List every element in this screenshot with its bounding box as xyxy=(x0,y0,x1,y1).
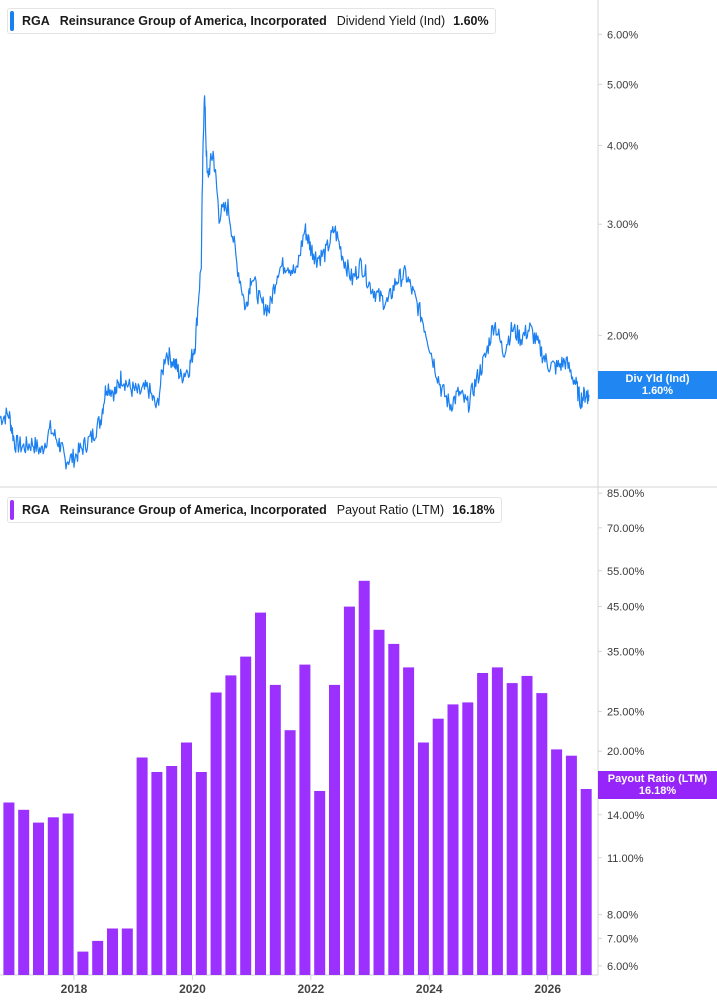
x-tick-label: 2020 xyxy=(179,982,206,996)
payout-bar xyxy=(343,606,355,975)
legend-swatch-payout xyxy=(10,500,14,520)
payout-bar xyxy=(580,789,592,975)
payout-bar xyxy=(269,684,281,975)
y-tick-label: 45.00% xyxy=(607,602,645,614)
payout-bar xyxy=(551,749,563,975)
payout-bar xyxy=(166,766,178,975)
payout-tag-label: Payout Ratio (LTM) xyxy=(607,773,708,785)
y-tick-label: 85.00% xyxy=(607,488,645,500)
payout-ratio-plot xyxy=(3,580,592,975)
legend-value: 16.18% xyxy=(452,503,495,517)
payout-bar xyxy=(329,684,340,975)
payout-bar xyxy=(92,940,104,975)
top-legend[interactable]: RGA Reinsurance Group of America, Incorp… xyxy=(7,8,496,34)
y-tick-label: 11.00% xyxy=(607,853,644,865)
payout-bar xyxy=(107,928,118,975)
bottom-legend[interactable]: RGA Reinsurance Group of America, Incorp… xyxy=(7,497,502,523)
y-tick-label: 20.00% xyxy=(607,746,645,758)
y-tick-label: 6.00% xyxy=(607,29,638,41)
payout-bar xyxy=(225,675,237,975)
legend-ticker: RGA xyxy=(22,14,50,28)
payout-bar xyxy=(373,629,385,975)
payout-bar xyxy=(33,822,44,975)
payout-bar xyxy=(417,742,429,975)
payout-bar xyxy=(447,704,459,975)
y-tick-label: 25.00% xyxy=(607,706,645,718)
payout-bar xyxy=(210,692,222,975)
payout-bar xyxy=(506,683,518,975)
yield-tag-label: Div Yld (Ind) xyxy=(625,373,690,385)
payout-bar xyxy=(62,813,74,975)
payout-bar xyxy=(403,667,415,975)
legend-company: Reinsurance Group of America, Incorporat… xyxy=(59,14,327,28)
y-tick-label: 2.00% xyxy=(607,330,638,342)
y-tick-label: 6.00% xyxy=(607,961,638,973)
payout-tag-value: 16.18% xyxy=(638,785,677,797)
dividend-yield-line xyxy=(0,95,590,470)
payout-bar xyxy=(284,730,296,975)
y-tick-label: 35.00% xyxy=(607,646,645,658)
payout-bar xyxy=(195,772,207,975)
legend-ticker: RGA xyxy=(22,503,50,517)
payout-bar xyxy=(255,612,266,975)
x-tick-label: 2024 xyxy=(416,982,443,996)
payout-bar xyxy=(181,742,192,975)
x-tick-label: 2022 xyxy=(297,982,324,996)
payout-bar xyxy=(536,693,548,975)
payout-bar xyxy=(565,755,577,975)
payout-bar xyxy=(47,817,59,975)
yield-value-tag: Div Yld (Ind) 1.60% xyxy=(598,371,717,399)
payout-value-tag: Payout Ratio (LTM) 16.18% xyxy=(598,771,717,799)
payout-bar xyxy=(432,718,444,975)
axes: 2.00% 3.00% 4.00% 5.00% 6.00% 6.00% 7.00% 8.00%… xyxy=(61,29,645,996)
yield-tag-value: 1.60% xyxy=(641,385,674,397)
y-tick-label: 14.00% xyxy=(607,810,645,822)
payout-bar xyxy=(136,757,148,975)
payout-bar xyxy=(491,667,503,975)
payout-bar xyxy=(18,809,30,975)
legend-value: 1.60% xyxy=(453,14,489,28)
y-tick-label: 7.00% xyxy=(607,933,638,945)
y-tick-label: 70.00% xyxy=(607,523,645,535)
x-tick-label: 2018 xyxy=(61,982,88,996)
payout-bar xyxy=(240,656,252,975)
payout-bar xyxy=(477,673,489,975)
y-tick-label: 8.00% xyxy=(607,910,638,922)
legend-swatch-yield xyxy=(10,11,14,31)
y-tick-label: 5.00% xyxy=(607,79,638,91)
payout-bar xyxy=(388,643,400,975)
payout-bar xyxy=(521,675,533,975)
y-tick-label: 3.00% xyxy=(607,219,638,231)
payout-bar xyxy=(462,702,474,975)
legend-metric: Payout Ratio (LTM) xyxy=(336,503,445,517)
payout-bar xyxy=(314,791,326,975)
y-tick-label: 4.00% xyxy=(607,140,638,152)
x-tick-label: 2026 xyxy=(534,982,561,996)
payout-bar xyxy=(3,802,15,975)
legend-company: Reinsurance Group of America, Incorporat… xyxy=(59,503,327,517)
payout-bar xyxy=(299,664,311,975)
payout-bar xyxy=(121,928,133,975)
payout-bar xyxy=(77,951,89,975)
y-tick-label: 55.00% xyxy=(607,566,645,578)
dividend-yield-plot xyxy=(0,95,590,470)
legend-metric: Dividend Yield (Ind) xyxy=(336,14,446,28)
payout-bar xyxy=(151,772,163,975)
payout-bar xyxy=(358,580,370,975)
